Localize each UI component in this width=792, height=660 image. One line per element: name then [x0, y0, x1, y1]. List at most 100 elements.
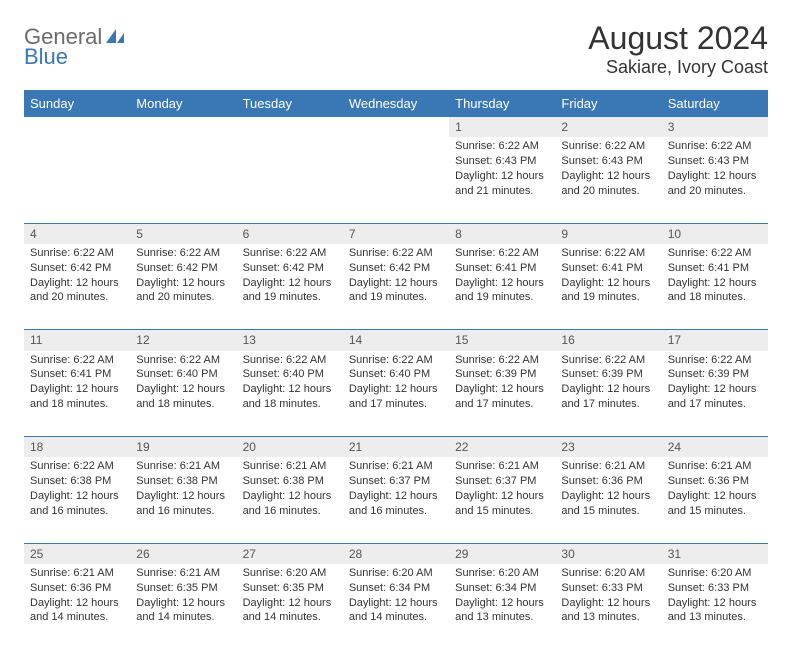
sunset-line: Sunset: 6:36 PM	[30, 581, 124, 596]
sunset-line: Sunset: 6:36 PM	[561, 474, 655, 489]
sunrise-line: Sunrise: 6:22 AM	[349, 353, 443, 368]
daylight-line: Daylight: 12 hours and 21 minutes.	[455, 169, 549, 199]
sunset-line: Sunset: 6:35 PM	[136, 581, 230, 596]
sunset-line: Sunset: 6:40 PM	[349, 367, 443, 382]
day-number-cell: 5	[130, 223, 236, 244]
sunset-line: Sunset: 6:40 PM	[243, 367, 337, 382]
sunrise-line: Sunrise: 6:20 AM	[455, 566, 549, 581]
day-body-cell: Sunrise: 6:22 AMSunset: 6:42 PMDaylight:…	[237, 244, 343, 330]
daylight-line: Daylight: 12 hours and 20 minutes.	[561, 169, 655, 199]
sunset-line: Sunset: 6:42 PM	[136, 261, 230, 276]
daylight-line: Daylight: 12 hours and 14 minutes.	[136, 596, 230, 626]
sunset-line: Sunset: 6:37 PM	[349, 474, 443, 489]
day-body-cell: Sunrise: 6:22 AMSunset: 6:42 PMDaylight:…	[24, 244, 130, 330]
day-body-cell: Sunrise: 6:21 AMSunset: 6:36 PMDaylight:…	[555, 457, 661, 543]
sunrise-line: Sunrise: 6:22 AM	[30, 246, 124, 261]
week-row: Sunrise: 6:22 AM Sunset: 6:42 PM Daylight:…	[24, 244, 768, 330]
day-body-cell: Sunrise: 6:22 AMSunset: 6:38 PMDaylight:…	[24, 457, 130, 543]
day-number-cell: 30	[555, 543, 661, 564]
sunset-line: Sunset: 6:37 PM	[455, 474, 549, 489]
day-body-cell: Sunrise: 6:20 AMSunset: 6:35 PMDaylight:…	[237, 564, 343, 650]
sunrise-line: Sunrise: 6:21 AM	[243, 459, 337, 474]
sunset-line: Sunset: 6:33 PM	[668, 581, 762, 596]
day-body-cell: Sunrise: 6:21 AMSunset: 6:38 PMDaylight:…	[130, 457, 236, 543]
sunrise-line: Sunrise: 6:22 AM	[668, 246, 762, 261]
sunrise-line: Sunrise: 6:21 AM	[349, 459, 443, 474]
sunset-line: Sunset: 6:34 PM	[455, 581, 549, 596]
day-body-cell: Sunrise: 6:22 AMSunset: 6:43 PMDaylight:…	[449, 137, 555, 223]
week-row: Sunrise: 6:21 AMSunset: 6:36 PMDaylight:…	[24, 564, 768, 650]
day-body-cell: Sunrise: 6:22 AMSunset: 6:41 PMDaylight:…	[555, 244, 661, 330]
day-number-cell: 27	[237, 543, 343, 564]
sunrise-line: Sunrise: 6:20 AM	[349, 566, 443, 581]
sunrise-line: Sunrise: 6:21 AM	[30, 566, 124, 581]
weekday-header: Tuesday	[237, 91, 343, 116]
sunrise-line: Sunrise: 6:21 AM	[136, 459, 230, 474]
day-number-cell: 10	[662, 223, 768, 244]
day-body-cell: Sunrise: 6:22 AMSunset: 6:43 PMDaylight:…	[555, 137, 661, 223]
daynum-row: 25262728293031	[24, 543, 768, 564]
daylight-line: Daylight: 12 hours and 20 minutes.	[30, 276, 124, 306]
day-number-cell: 7	[343, 223, 449, 244]
sunrise-line: Sunrise: 6:22 AM	[455, 246, 549, 261]
weekday-header: Thursday	[449, 91, 555, 116]
sunrise-line: Sunrise: 6:22 AM	[668, 139, 762, 154]
daylight-line: Daylight: 12 hours and 19 minutes.	[243, 276, 337, 306]
sunrise-line: Sunrise: 6:22 AM	[349, 246, 443, 261]
day-number-cell	[237, 116, 343, 137]
sunrise-line: Sunrise: 6:22 AM	[561, 139, 655, 154]
page-header: General August 2024 Sakiare, Ivory Coast	[24, 20, 768, 78]
daylight-line: Daylight: 12 hours and 15 minutes.	[455, 489, 549, 519]
day-body-cell: Sunrise: 6:21 AMSunset: 6:38 PMDaylight:…	[237, 457, 343, 543]
day-body-cell	[343, 137, 449, 223]
sunrise-line: Sunrise: 6:21 AM	[561, 459, 655, 474]
day-number-cell	[343, 116, 449, 137]
daylight-line: Daylight: 12 hours and 14 minutes.	[243, 596, 337, 626]
day-number-cell: 26	[130, 543, 236, 564]
sunset-line: Sunset: 6:41 PM	[561, 261, 655, 276]
weekday-header-row: Sunday Monday Tuesday Wednesday Thursday…	[24, 91, 768, 116]
day-number-cell: 25	[24, 543, 130, 564]
sunset-line: Sunset: 6:38 PM	[136, 474, 230, 489]
day-body-cell: Sunrise: 6:21 AMSunset: 6:36 PMDaylight:…	[662, 457, 768, 543]
daylight-line: Daylight: 12 hours and 17 minutes.	[668, 382, 762, 412]
sunrise-line: Sunrise: 6:20 AM	[668, 566, 762, 581]
day-number-cell: 29	[449, 543, 555, 564]
day-body-cell	[24, 137, 130, 223]
sunrise-line: Sunrise: 6:22 AM	[30, 459, 124, 474]
weekday-header: Saturday	[662, 91, 768, 116]
day-body-cell: Sunrise: 6:22 AMSunset: 6:40 PMDaylight:…	[343, 351, 449, 437]
day-number-cell: 8	[449, 223, 555, 244]
daylight-line: Daylight: 12 hours and 20 minutes.	[668, 169, 762, 199]
daylight-line: Daylight: 12 hours and 16 minutes.	[349, 489, 443, 519]
location-label: Sakiare, Ivory Coast	[588, 57, 768, 78]
sunset-line: Sunset: 6:39 PM	[668, 367, 762, 382]
sunset-line: Sunset: 6:38 PM	[30, 474, 124, 489]
calendar-page: General August 2024 Sakiare, Ivory Coast…	[0, 0, 792, 660]
sunset-line: Sunset: 6:41 PM	[668, 261, 762, 276]
day-body-cell	[237, 137, 343, 223]
day-number-cell: 1	[449, 116, 555, 137]
day-number-cell: 21	[343, 437, 449, 458]
day-body-cell: Sunrise: 6:21 AMSunset: 6:37 PMDaylight:…	[449, 457, 555, 543]
sunset-line: Sunset: 6:39 PM	[561, 367, 655, 382]
daylight-line: Daylight: 12 hours and 16 minutes.	[243, 489, 337, 519]
brand-part2: Blue	[24, 44, 68, 70]
daylight-line: Daylight: 12 hours and 18 minutes.	[243, 382, 337, 412]
day-number-cell: 4	[24, 223, 130, 244]
sail-icon	[104, 27, 126, 45]
daynum-row: 11121314151617	[24, 330, 768, 351]
daylight-line: Daylight: 12 hours and 13 minutes.	[455, 596, 549, 626]
daynum-row: 45678910	[24, 223, 768, 244]
sunset-line: Sunset: 6:41 PM	[455, 261, 549, 276]
weekday-header: Friday	[555, 91, 661, 116]
week-row: Sunrise: 6:22 AMSunset: 6:41 PMDaylight:…	[24, 351, 768, 437]
day-number-cell: 15	[449, 330, 555, 351]
sunset-line: Sunset: 6:34 PM	[349, 581, 443, 596]
sunrise-line: Sunrise: 6:22 AM	[136, 353, 230, 368]
daylight-line: Daylight: 12 hours and 16 minutes.	[30, 489, 124, 519]
daylight-line: Daylight: 12 hours and 14 minutes.	[30, 596, 124, 626]
day-number-cell: 14	[343, 330, 449, 351]
sunset-line: Sunset: 6:35 PM	[243, 581, 337, 596]
sunrise-line: Sunrise: 6:21 AM	[668, 459, 762, 474]
